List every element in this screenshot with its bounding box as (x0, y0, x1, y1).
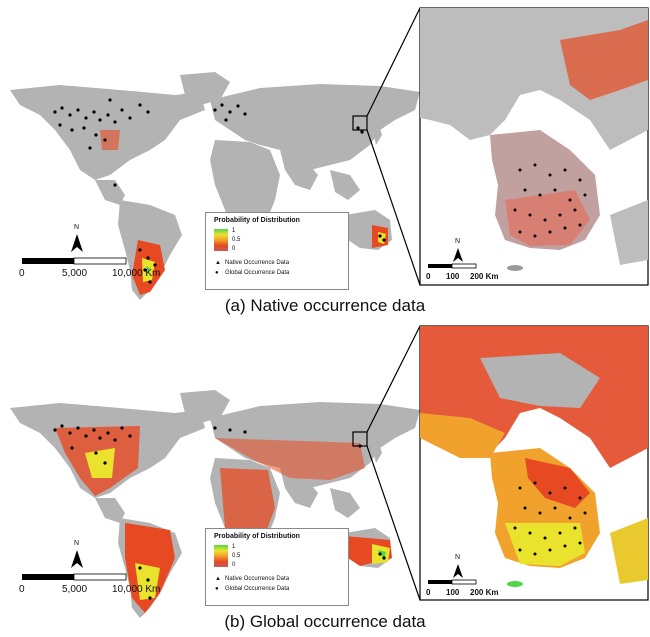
inset-mainland-grey (480, 353, 600, 408)
scale-label-0: 0 (19, 268, 25, 279)
inset-north-arrow (453, 564, 463, 578)
probability-ramp (214, 229, 228, 251)
ramp-tick-05: 0.5 (232, 553, 241, 559)
occurrence-points (53, 98, 386, 284)
dist-eurasia (215, 438, 365, 480)
inset-jeju (507, 581, 523, 587)
circle-icon: ● (215, 270, 219, 276)
inset-scale-label-0: 0 (426, 272, 431, 281)
legend-native-label: Native Occurrence Data (225, 260, 290, 266)
triangle-icon: ▲ (215, 576, 221, 582)
scale-bar-white (73, 257, 127, 265)
legend: Probability of Distribution 1 0.5 0 ▲ Na… (205, 528, 349, 606)
inset-japan (610, 518, 648, 584)
greenland (180, 390, 230, 423)
europe-asia (210, 84, 420, 170)
circle-icon: ● (215, 586, 219, 592)
se-asia (330, 488, 360, 518)
scale-bar-white (73, 573, 127, 581)
se-asia (330, 170, 360, 200)
japan (372, 122, 382, 145)
inset-north-arrow (453, 248, 463, 262)
caption-global: (b) Global occurrence data (224, 612, 426, 631)
arabia-india (280, 468, 318, 508)
north-label: N (74, 540, 80, 547)
legend: Probability of Distribution 1 0.5 0 ▲ Na… (205, 212, 349, 290)
focus-box (352, 115, 368, 131)
inset-scale-white (451, 263, 477, 269)
north-arrow (71, 550, 83, 568)
connector-bottom (366, 129, 421, 286)
probability-ramp (214, 545, 228, 567)
ramp-tick-05: 0.5 (232, 237, 241, 243)
inset-korea-red (505, 190, 590, 246)
inset-north-label: N (455, 238, 461, 245)
scale-label-5000: 5,000 (62, 268, 88, 279)
connector-bottom (366, 445, 421, 601)
inset-korea-red (525, 458, 590, 508)
scale-label-10000: 10,000 Km (112, 268, 161, 279)
inset-korea-yellow (505, 523, 585, 566)
inset-coast-red (560, 20, 648, 100)
north-label: N (74, 224, 80, 231)
central-america (95, 498, 125, 523)
legend-title: Probability of Distribution (214, 533, 300, 540)
map-native (10, 7, 649, 300)
connector-top (366, 325, 421, 433)
inset-map (419, 7, 649, 286)
scale-label-0: 0 (19, 584, 25, 595)
inset-map (419, 325, 649, 601)
inset-scale-label-200: 200 Km (470, 588, 499, 597)
ramp-tick-1: 1 (232, 228, 236, 234)
panel-global: N N 0 5,000 10,000 Km 0 100 200 Km Proba… (0, 318, 650, 636)
inset-jeju (507, 265, 523, 271)
legend-title: Probability of Distribution (214, 217, 300, 224)
north-arrow (71, 234, 83, 252)
inset-japan (610, 200, 648, 265)
dist-sa-green (146, 266, 150, 274)
scale-label-10000: 10,000 Km (112, 584, 161, 595)
ramp-tick-1: 1 (232, 544, 236, 550)
occurrence-points (53, 424, 386, 600)
inset-points (513, 163, 587, 238)
inset-scale-black (428, 264, 452, 268)
inset-north-label: N (455, 554, 461, 561)
legend-global-label: Global Occurrence Data (225, 270, 290, 276)
legend-global-label: Global Occurrence Data (225, 586, 290, 592)
scale-label-5000: 5,000 (62, 584, 88, 595)
map-global (10, 325, 649, 618)
ramp-tick-0: 0 (232, 562, 236, 568)
dist-na-east (100, 130, 120, 150)
inset-scale-black (428, 580, 452, 584)
scale-bar-black (22, 574, 74, 580)
central-america (95, 180, 125, 205)
inset-coast (420, 413, 505, 458)
scale-bar-black (22, 258, 74, 264)
greenland (180, 72, 230, 105)
panel-native: N N 0 5,000 10,000 Km 0 100 200 Km Proba… (0, 0, 650, 318)
dist-na-high (85, 448, 115, 478)
inset-scale-label-100: 100 (446, 272, 460, 281)
connector-top (366, 7, 421, 117)
inset-scale-label-0: 0 (426, 588, 431, 597)
ramp-tick-0: 0 (232, 246, 236, 252)
arabia-india (280, 150, 318, 190)
inset-scale-white (451, 579, 477, 585)
inset-points (513, 481, 587, 556)
focus-box (352, 431, 368, 447)
japan (372, 440, 382, 463)
inset-scale-label-100: 100 (446, 588, 460, 597)
triangle-icon: ▲ (215, 260, 221, 266)
caption-native: (a) Native occurrence data (224, 296, 426, 315)
legend-native-label: Native Occurrence Data (225, 576, 290, 582)
inset-scale-label-200: 200 Km (470, 272, 499, 281)
